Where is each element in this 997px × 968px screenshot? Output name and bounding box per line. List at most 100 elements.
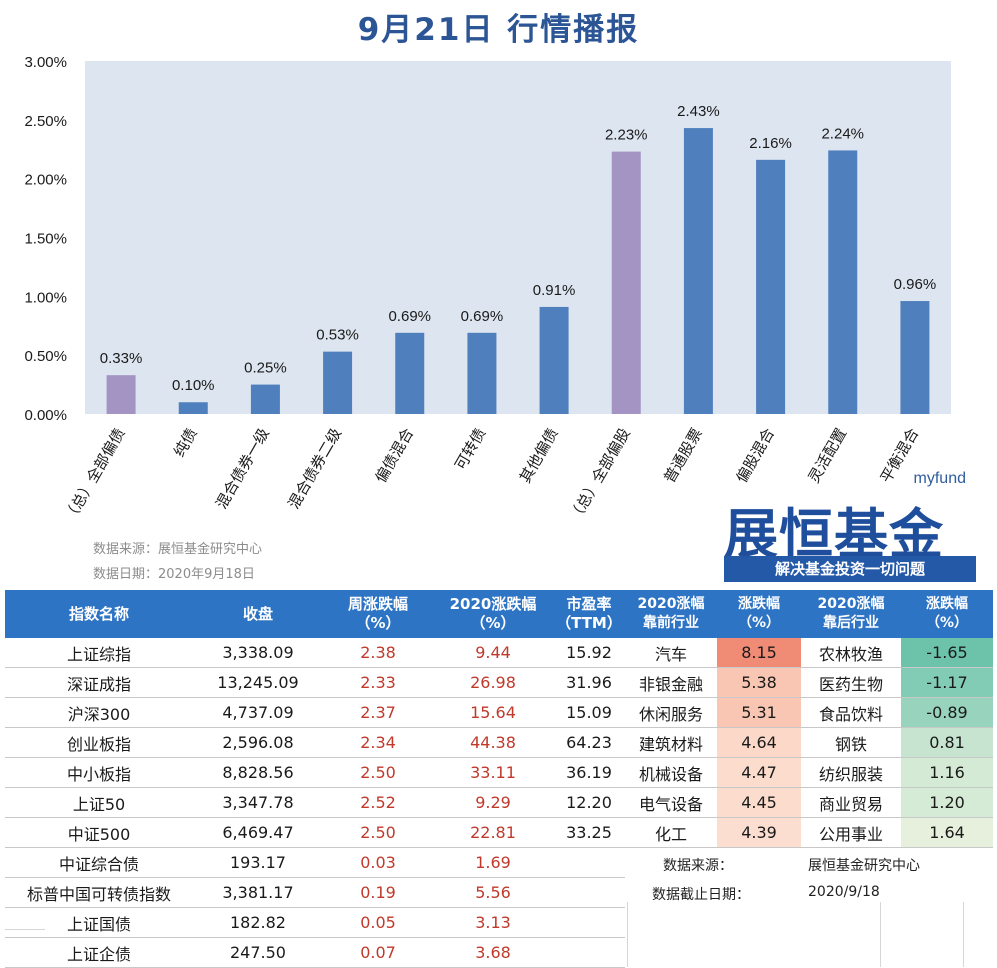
table-cell: 33.25	[553, 817, 625, 848]
bar-chart: 0.00% 0.50% 1.00% 1.50% 2.00% 2.50% 3.00% 0.33…	[24, 54, 951, 525]
page-title: 9月21日 行情播报	[357, 12, 640, 48]
index-table-header: 市盈率 （TTM）	[553, 590, 625, 638]
table-cell: 1.16	[901, 757, 993, 788]
index-table-header: 指数名称	[5, 590, 193, 638]
table-row: 创业板指 2,596.08 2.34 44.38 64.23	[5, 727, 625, 758]
table-cell: 1.64	[901, 817, 993, 848]
table-cell: 4.39	[717, 817, 801, 848]
table-cell: 农林牧渔	[801, 638, 901, 668]
bar	[539, 306, 569, 414]
plot-area	[85, 61, 951, 414]
table-cell: 22.81	[433, 817, 553, 848]
table-cell: -1.65	[901, 638, 993, 668]
footer-source-value: 展恒基金研究中心	[808, 858, 920, 874]
data-label: 0.96%	[894, 276, 937, 293]
table-cell: 5.38	[717, 667, 801, 698]
table-row: 机械设备 4.47 纺织服装 1.16	[625, 757, 993, 788]
table-cell	[553, 937, 625, 968]
table-cell: 2.50	[323, 757, 433, 788]
y-tick-label: 1.50%	[24, 231, 67, 248]
table-cell: 标普中国可转债指数	[5, 877, 193, 908]
table-cell: 4,737.09	[193, 697, 323, 728]
table-cell: 64.23	[553, 727, 625, 758]
table-cell: 中小板指	[5, 757, 193, 788]
table-row: 非银金融 5.38 医药生物 -1.17	[625, 667, 993, 698]
data-label: 0.33%	[100, 350, 143, 367]
table-cell: 1.69	[433, 847, 553, 878]
table-cell: 31.96	[553, 667, 625, 698]
table-row: 汽车 8.15 农林牧渔 -1.65	[625, 638, 993, 668]
table-row: 上证综指 3,338.09 2.38 9.44 15.92	[5, 638, 625, 668]
table-cell: 6,469.47	[193, 817, 323, 848]
bar	[250, 384, 280, 414]
data-label: 0.25%	[244, 360, 287, 377]
bar	[828, 150, 858, 414]
table-cell	[553, 907, 625, 938]
grid-line	[5, 929, 45, 930]
bar	[756, 159, 786, 414]
grid-line	[963, 902, 964, 967]
table-cell: 36.19	[553, 757, 625, 788]
table-cell: 12.20	[553, 787, 625, 818]
x-tick-label: 可转债	[451, 425, 489, 473]
table-row: 标普中国可转债指数 3,381.17 0.19 5.56	[5, 877, 625, 908]
x-tick-label: 其他偏债	[516, 425, 562, 486]
table-cell: 上证国债	[5, 907, 193, 938]
index-table: 指数名称 收盘 周涨跌幅 （%） 2020涨跌幅 （%） 市盈率 （TTM） 上证综指 3,33…	[5, 590, 625, 968]
industry-table-header: 2020涨幅 靠前行业	[625, 590, 717, 638]
bar	[467, 332, 497, 414]
data-label: 0.53%	[316, 327, 359, 344]
data-label: 2.24%	[821, 125, 864, 142]
data-label: 2.23%	[605, 127, 648, 144]
table-row: 化工 4.39 公用事业 1.64	[625, 817, 993, 848]
index-table-header: 周涨跌幅 （%）	[323, 590, 433, 638]
logo-name: 展恒基金	[724, 503, 944, 566]
table-cell: 247.50	[193, 937, 323, 968]
table-cell: 8.15	[717, 638, 801, 668]
table-row: 中证综合债 193.17 0.03 1.69	[5, 847, 625, 878]
table-cell: 2,596.08	[193, 727, 323, 758]
table-cell: 创业板指	[5, 727, 193, 758]
table-row: 上证国债 182.82 0.05 3.13	[5, 907, 625, 938]
table-cell: 44.38	[433, 727, 553, 758]
table-row: 上证企债 247.50 0.07 3.68	[5, 937, 625, 968]
table-row: 中小板指 8,828.56 2.50 33.11 36.19	[5, 757, 625, 788]
table-cell: -1.17	[901, 667, 993, 698]
bar	[683, 128, 713, 414]
table-row: 建筑材料 4.64 钢铁 0.81	[625, 727, 993, 758]
y-tick-label: 0.00%	[24, 407, 67, 424]
x-tick-label: （总）全部偏债	[60, 425, 128, 525]
table-row: 沪深300 4,737.09 2.37 15.64 15.09	[5, 697, 625, 728]
table-row: 中证500 6,469.47 2.50 22.81 33.25	[5, 817, 625, 848]
logo-slogan: 解决基金投资一切问题	[724, 556, 976, 582]
data-label: 0.69%	[388, 308, 431, 325]
industry-table: 2020涨幅 靠前行业 涨跌幅 （%） 2020涨幅 靠后行业 涨跌幅 （%） 汽车 8.15 农…	[625, 590, 993, 848]
bar	[900, 301, 930, 414]
table-cell: 4.64	[717, 727, 801, 758]
table-cell: 电气设备	[625, 787, 717, 818]
data-label: 0.69%	[461, 308, 504, 325]
y-tick-label: 1.00%	[24, 289, 67, 306]
table-cell: 9.29	[433, 787, 553, 818]
table-cell: 休闲服务	[625, 697, 717, 728]
chart-date: 数据日期：2020年9月18日	[93, 567, 255, 582]
x-tick-label: 普通股票	[660, 425, 706, 486]
brand-logo: myfund 展恒基金 解决基金投资一切问题	[716, 470, 984, 585]
grid-line	[627, 902, 628, 967]
table-cell: 8,828.56	[193, 757, 323, 788]
table-cell: 2.37	[323, 697, 433, 728]
index-table-header: 收盘	[193, 590, 323, 638]
table-cell: 13,245.09	[193, 667, 323, 698]
x-tick-label: 偏债混合	[372, 425, 418, 486]
table-cell: 3,347.78	[193, 787, 323, 818]
y-axis: 0.00% 0.50% 1.00% 1.50% 2.00% 2.50% 3.00%	[24, 54, 67, 424]
table-cell: 汽车	[625, 638, 717, 668]
x-tick-label: 混合债券一级	[212, 425, 273, 512]
table-cell: 3.68	[433, 937, 553, 968]
footer-date-value: 2020/9/18	[808, 884, 880, 900]
bars	[106, 128, 930, 414]
industry-table-header: 涨跌幅 （%）	[717, 590, 801, 638]
table-cell: 15.64	[433, 697, 553, 728]
x-tick-label: 纯债	[170, 425, 201, 460]
table-cell: 2.50	[323, 817, 433, 848]
